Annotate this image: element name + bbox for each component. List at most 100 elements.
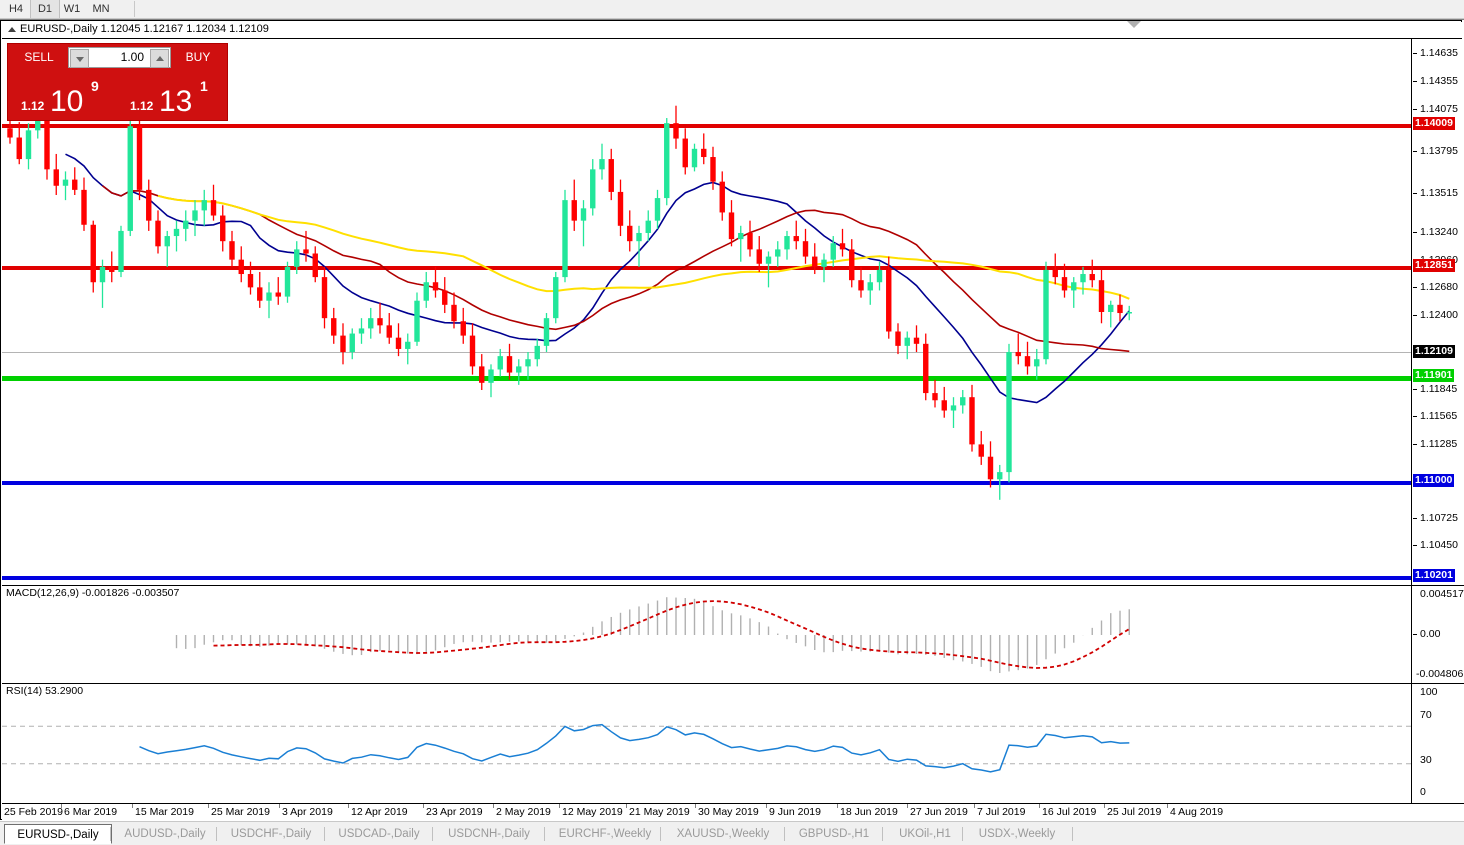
candlestick xyxy=(997,464,1003,500)
candlestick xyxy=(303,230,309,262)
axis-tick xyxy=(1413,193,1417,194)
volume-decrease-button[interactable] xyxy=(70,49,89,68)
date-tick-label: 30 May 2019 xyxy=(698,806,759,818)
candlestick xyxy=(654,189,661,229)
volume-increase-button[interactable] xyxy=(150,49,169,68)
chart-tab-usdchf[interactable]: USDCHF-,Daily xyxy=(230,828,312,840)
rsi-pane[interactable]: RSI(14) 53.2900 xyxy=(2,684,1411,804)
chart-tab-usdcnh[interactable]: USDCNH-,Daily xyxy=(448,828,530,840)
collapse-triangle-icon[interactable] xyxy=(8,27,16,32)
chart-top-marker-icon xyxy=(1127,21,1141,28)
axis-tick xyxy=(1413,389,1417,390)
date-tick-label: 27 Jun 2019 xyxy=(910,806,968,818)
candlestick xyxy=(1071,277,1077,308)
timeframe-d1[interactable]: D1 xyxy=(30,0,60,18)
candlestick xyxy=(913,325,920,353)
buy-button[interactable]: BUY xyxy=(174,47,222,68)
sell-price-quote[interactable]: 1.12 10 9 xyxy=(10,72,115,119)
buy-price-quote[interactable]: 1.12 13 1 xyxy=(118,72,225,119)
candlestick xyxy=(895,323,901,355)
price-level-tag[interactable]: 1.10201 xyxy=(1413,569,1455,582)
candlestick xyxy=(442,277,448,314)
timeframe-w1[interactable]: W1 xyxy=(63,3,81,15)
date-tick-label: 25 Mar 2019 xyxy=(211,806,270,818)
price-level-tag[interactable]: 1.12851 xyxy=(1413,259,1455,272)
price-level-line[interactable] xyxy=(2,481,1411,485)
price-axis[interactable]: 1.14635 1.14355 1.14075 1.13795 1.13515 1.132… xyxy=(1411,39,1464,586)
candlestick xyxy=(257,271,263,308)
candlestick xyxy=(941,386,947,418)
sell-button[interactable]: SELL xyxy=(14,47,64,68)
macd-pane[interactable]: MACD(12,26,9) -0.001826 -0.003507 xyxy=(2,586,1411,684)
axis-tick xyxy=(837,804,838,808)
price-level-line[interactable] xyxy=(2,576,1411,580)
candlestick xyxy=(238,246,244,283)
rsi-tick-label: 100 xyxy=(1420,686,1438,698)
price-level-tag[interactable]: 1.12109 xyxy=(1413,345,1455,358)
price-level-line[interactable] xyxy=(2,376,1411,381)
price-level-line[interactable] xyxy=(2,266,1411,270)
macd-signal-line xyxy=(213,600,1130,669)
candlestick xyxy=(183,210,189,242)
date-tick-label: 15 Mar 2019 xyxy=(135,806,194,818)
chart-tab-gbpusd[interactable]: GBPUSD-,H1 xyxy=(798,828,870,840)
price-level-tag[interactable]: 1.14009 xyxy=(1413,117,1455,130)
candlestick xyxy=(950,397,957,428)
buy-price-sup: 1 xyxy=(200,78,208,94)
chart-symbol-ohlc-label: EURUSD-,Daily 1.12045 1.12167 1.12034 1.… xyxy=(20,23,269,35)
price-tick-label: 1.13240 xyxy=(1420,226,1458,238)
rsi-tick-label: 70 xyxy=(1420,709,1432,721)
candlestick xyxy=(1034,348,1040,380)
chart-tab-usdcad[interactable]: USDCAD-,Daily xyxy=(338,828,420,840)
price-tick-label: 1.12400 xyxy=(1420,309,1458,321)
candlestick xyxy=(423,271,429,308)
timeframe-mn[interactable]: MN xyxy=(92,3,110,15)
volume-input[interactable]: 1.00 xyxy=(68,47,171,68)
moving-average-line xyxy=(157,194,1130,300)
rsi-line xyxy=(139,723,1130,773)
sell-price-sup: 9 xyxy=(91,78,99,94)
chart-tab-xauusd[interactable]: XAUUSD-,Weekly xyxy=(676,828,770,840)
price-tick-label: 1.12680 xyxy=(1420,281,1458,293)
candlestick xyxy=(673,105,679,149)
candlestick xyxy=(719,171,725,221)
axis-tick xyxy=(695,804,696,808)
price-tick-label: 1.11565 xyxy=(1420,410,1458,422)
candlestick xyxy=(812,243,818,275)
candlestick xyxy=(192,200,198,237)
candlestick xyxy=(830,236,836,267)
candlestick xyxy=(765,251,772,288)
chart-tab-eurusd[interactable]: EURUSD-,Daily xyxy=(4,824,112,844)
axis-tick xyxy=(132,804,133,808)
chart-tab-ukoil[interactable]: UKOil-,H1 xyxy=(899,828,951,840)
candlestick xyxy=(1024,341,1031,375)
tab-divider xyxy=(1072,827,1073,841)
macd-tick-label: 0.004517 xyxy=(1420,588,1464,600)
price-level-line[interactable] xyxy=(2,124,1411,128)
price-level-tag[interactable]: 1.11901 xyxy=(1413,369,1455,382)
candlestick xyxy=(294,241,300,275)
price-level-tag[interactable]: 1.11000 xyxy=(1413,474,1455,487)
candlestick xyxy=(118,225,124,278)
candlestick xyxy=(553,271,559,324)
candlestick xyxy=(886,256,892,339)
date-axis[interactable]: 25 Feb 2019 6 Mar 2019 15 Mar 2019 25 Mar 2… xyxy=(2,804,1462,821)
candlestick xyxy=(839,228,846,257)
date-tick-label: 3 Apr 2019 xyxy=(282,806,333,818)
candlestick xyxy=(1061,263,1068,298)
candlestick xyxy=(599,143,605,180)
candlestick xyxy=(543,313,550,353)
price-chart-pane[interactable] xyxy=(2,39,1411,586)
candlestick xyxy=(1089,259,1095,288)
timeframe-h4[interactable]: H4 xyxy=(8,3,24,15)
chart-tab-usdx[interactable]: USDX-,Weekly xyxy=(978,828,1056,840)
tab-divider xyxy=(216,827,217,841)
chart-tab-audusd[interactable]: AUDUSD-,Daily xyxy=(124,828,206,840)
candlestick xyxy=(432,266,439,298)
chart-tab-bar[interactable]: EURUSD-,Daily AUDUSD-,Daily USDCHF-,Daily U… xyxy=(0,821,1464,845)
candlestick xyxy=(608,148,614,201)
chart-tab-eurchf[interactable]: EURCHF-,Weekly xyxy=(558,828,652,840)
one-click-trading-panel[interactable]: SELL 1.00 BUY 1.12 10 9 xyxy=(7,43,228,121)
candlestick xyxy=(590,159,596,216)
volume-value: 1.00 xyxy=(120,50,144,64)
